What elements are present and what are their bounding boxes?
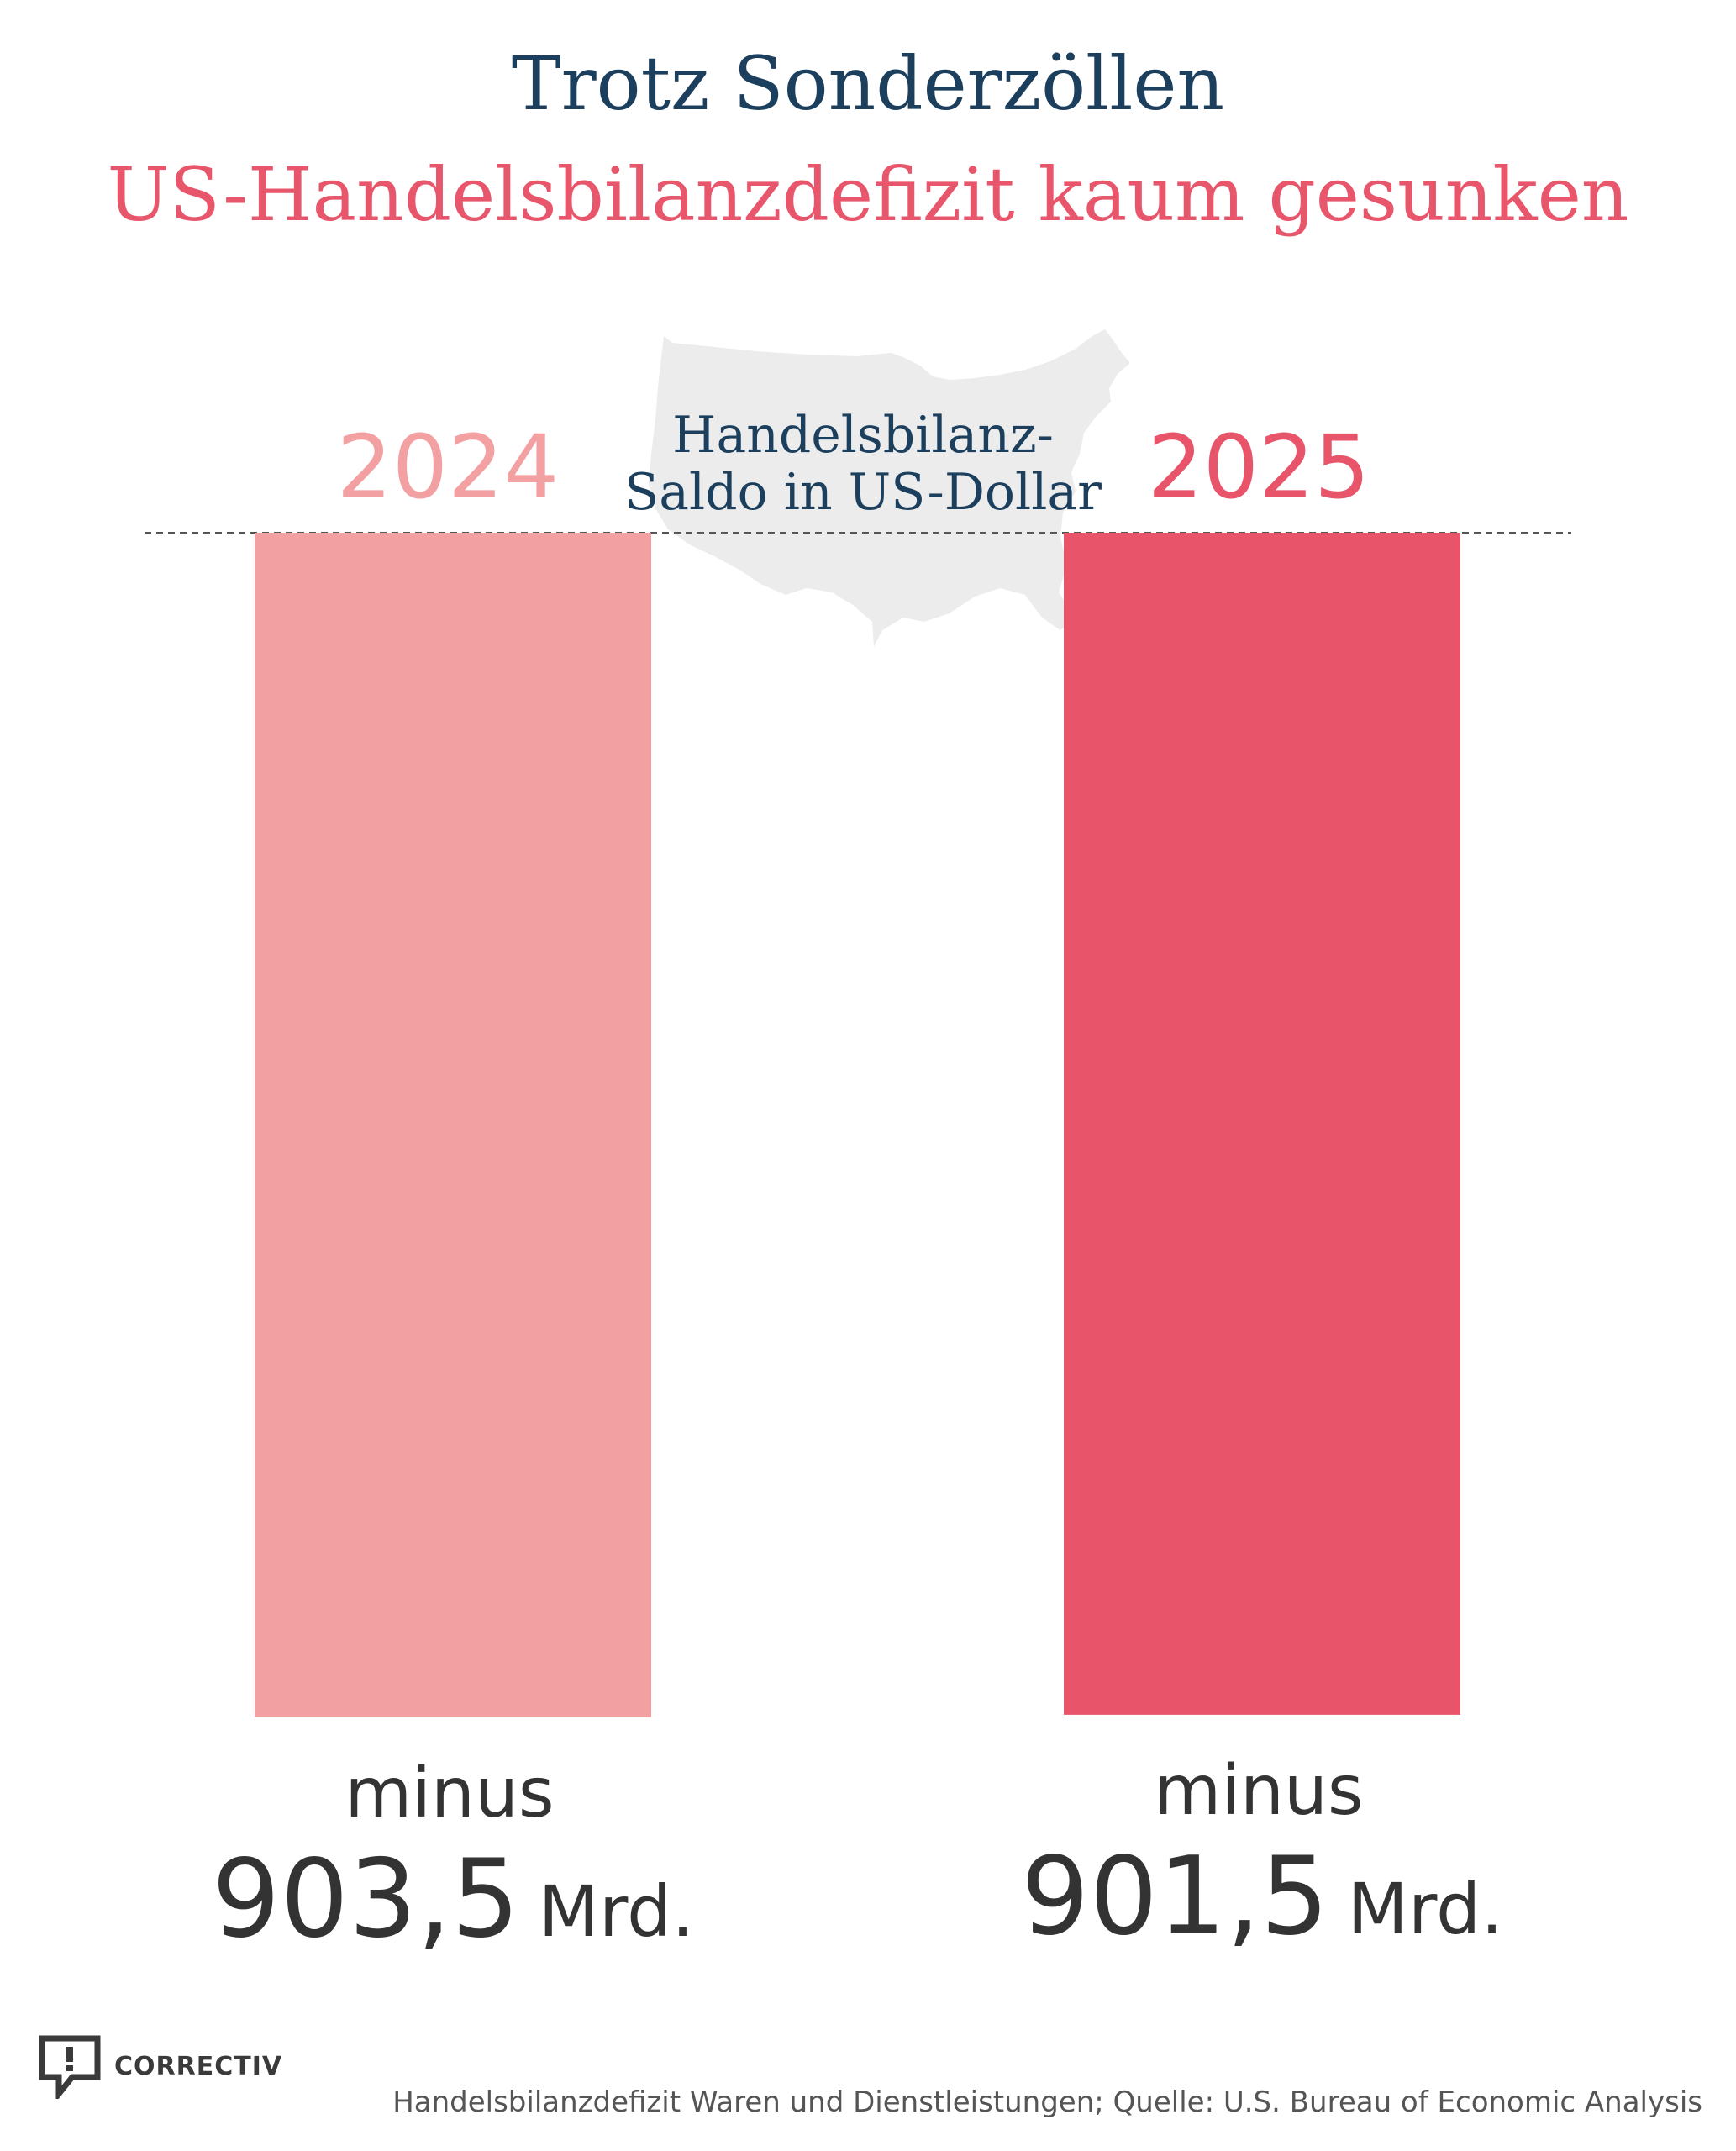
center-label-line-1: Handelsbilanz- [672,406,1054,465]
bar-2024 [255,533,651,1717]
chart-subtitle: US-Handelsbilanzdefizit kaum gesunken [107,151,1629,238]
value-label-2025: 901,5 Mrd. [1021,1834,1503,1959]
value-number: 903,5 [212,1837,519,1962]
center-label-line-2: Saldo in US-Dollar [624,463,1102,522]
value-number: 901,5 [1021,1834,1328,1959]
value-prefix-2024: minus [345,1754,554,1833]
value-unit: Mrd. [538,1870,694,1953]
usa-map-icon [649,329,1130,647]
chart-title: Trotz Sonderzöllen [511,40,1225,127]
category-label-2024: 2024 [337,416,560,518]
value-label-2024: 903,5 Mrd. [212,1837,694,1962]
category-label-2025: 2025 [1148,416,1370,518]
source-note: Handelsbilanzdefizit Waren und Dienstlei… [392,2085,1702,2119]
bar-2025 [1064,533,1460,1715]
value-prefix-2025: minus [1154,1751,1363,1831]
logo-icon [39,2035,101,2099]
logo-text: CORRECTIV [114,2051,283,2081]
correctiv-logo: CORRECTIV [37,2033,282,2099]
value-unit: Mrd. [1347,1868,1503,1950]
